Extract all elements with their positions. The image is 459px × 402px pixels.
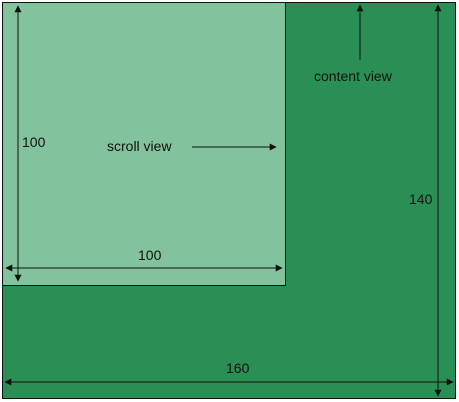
content-width-label: 160 xyxy=(226,360,250,376)
scroll-height-label: 100 xyxy=(22,134,46,150)
scroll-view-label: scroll view xyxy=(107,138,172,154)
scroll-width-label: 100 xyxy=(138,247,162,263)
content-view-label: content view xyxy=(314,68,393,84)
content-height-label: 140 xyxy=(409,191,433,207)
scroll-view-rect xyxy=(2,2,286,286)
